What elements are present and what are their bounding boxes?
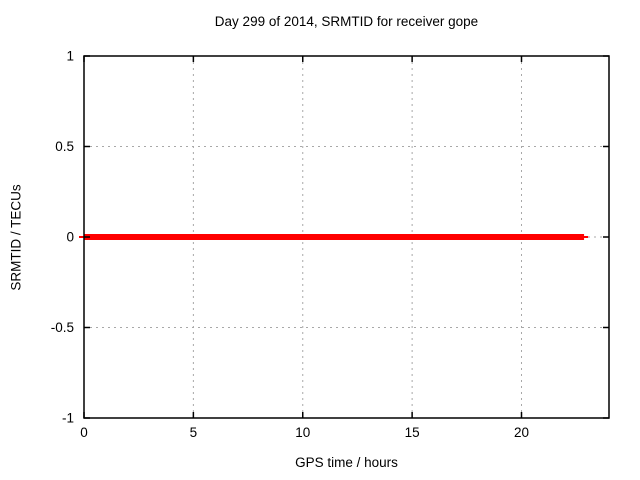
x-tick-label: 5 [190, 425, 198, 440]
x-axis-title: GPS time / hours [295, 455, 398, 470]
y-tick-label: -1 [62, 411, 74, 426]
y-tick-label: 1 [66, 49, 74, 64]
x-tick-label: 20 [514, 425, 529, 440]
y-tick-label: 0 [66, 230, 74, 245]
y-tick-label: 0.5 [55, 139, 74, 154]
x-tick-label: 0 [80, 425, 88, 440]
chart-title: Day 299 of 2014, SRMTID for receiver gop… [214, 14, 479, 29]
x-tick-label: 10 [295, 425, 310, 440]
x-tick-label: 15 [405, 425, 420, 440]
y-tick-label: -0.5 [51, 320, 74, 335]
